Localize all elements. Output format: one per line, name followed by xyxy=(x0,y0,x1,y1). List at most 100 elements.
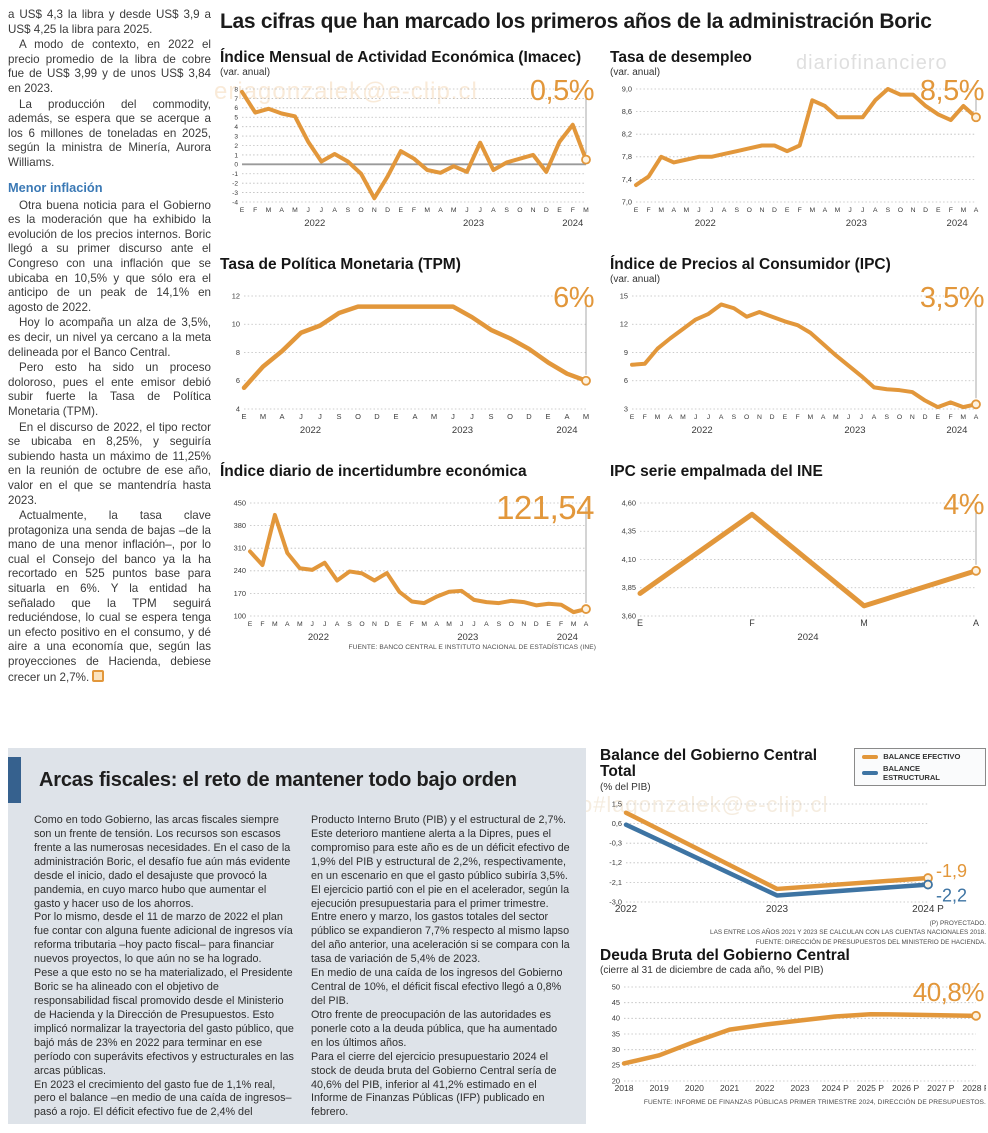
svg-text:E: E xyxy=(248,621,253,628)
svg-text:M: M xyxy=(292,207,298,214)
svg-text:A: A xyxy=(279,412,284,421)
section-accent-bar xyxy=(8,757,21,803)
svg-text:2024: 2024 xyxy=(947,218,968,228)
feature-title: Arcas fiscales: el reto de mantener todo… xyxy=(39,768,517,791)
svg-text:2022: 2022 xyxy=(695,218,716,228)
svg-text:F: F xyxy=(559,621,563,628)
chart-source: FUENTE: INFORME DE FINANZAS PÚBLICAS PRI… xyxy=(643,1099,986,1107)
svg-text:2026 P: 2026 P xyxy=(892,1083,920,1093)
svg-text:30: 30 xyxy=(612,1045,620,1054)
feature-columns: Como en todo Gobierno, las arcas fiscale… xyxy=(8,803,586,1120)
svg-text:J: J xyxy=(460,621,463,628)
chart-tpm: Tasa de Política Monetaria (TPM) 12 10 8 6 4… xyxy=(220,256,596,464)
svg-text:3: 3 xyxy=(234,134,238,141)
svg-text:2022: 2022 xyxy=(304,218,325,228)
svg-text:50: 50 xyxy=(612,983,620,992)
chart-subtitle xyxy=(610,480,986,493)
page-title: Las cifras que han marcado los primeros … xyxy=(220,10,932,33)
svg-text:2018: 2018 xyxy=(614,1083,633,1093)
charts-grid: Índice Mensual de Actividad Económica (I… xyxy=(220,49,986,671)
svg-text:A: A xyxy=(722,207,727,214)
svg-text:-4: -4 xyxy=(232,200,238,207)
feature-paragraph: Para el cierre del ejercicio presupuesta… xyxy=(311,1050,557,1119)
svg-text:J: J xyxy=(470,412,474,421)
svg-text:N: N xyxy=(910,414,915,421)
feature-column-2: Producto Interno Bruto (PIB) y el estruc… xyxy=(311,814,572,1120)
ipc-empalmada-plot: 4,60 4,35 4,10 3,85 3,60 E F M A 2024 xyxy=(610,495,986,643)
feature-header: Arcas fiscales: el reto de mantener todo… xyxy=(8,757,586,803)
svg-text:0: 0 xyxy=(234,162,238,169)
svg-text:380: 380 xyxy=(234,521,246,530)
svg-text:2024: 2024 xyxy=(556,425,577,435)
svg-text:D: D xyxy=(384,621,389,628)
svg-text:O: O xyxy=(744,414,749,421)
svg-text:E: E xyxy=(637,618,643,628)
svg-text:240: 240 xyxy=(234,566,246,575)
svg-text:2019: 2019 xyxy=(650,1083,669,1093)
footnote: LAS ENTRE LOS AÑOS 2021 Y 2023 SE CALCUL… xyxy=(710,929,986,937)
svg-text:15: 15 xyxy=(620,292,628,301)
svg-text:M: M xyxy=(451,207,457,214)
chart-subtitle: (% del PIB) xyxy=(600,781,651,793)
svg-text:2025 P: 2025 P xyxy=(857,1083,885,1093)
svg-text:J: J xyxy=(299,412,303,421)
chart-title: Índice Mensual de Actividad Económica (I… xyxy=(220,49,582,66)
svg-text:S: S xyxy=(886,207,891,214)
svg-text:12: 12 xyxy=(620,320,628,329)
svg-text:D: D xyxy=(526,412,532,421)
svg-text:A: A xyxy=(719,414,724,421)
chart-subtitle: (var. anual) xyxy=(610,67,661,79)
svg-text:-3: -3 xyxy=(232,190,238,197)
left-article-column: a US$ 4,3 la libra y desde US$ 3,9 a US$… xyxy=(8,8,211,686)
chart-source: FUENTE: BANCO CENTRAL E INSTITUTO NACION… xyxy=(348,644,596,652)
feature-paragraph: En medio de una caída de los ingresos de… xyxy=(311,967,563,1007)
svg-text:7: 7 xyxy=(234,96,238,103)
desempleo-latest-value: 8,5% xyxy=(919,75,985,108)
svg-text:2024: 2024 xyxy=(562,218,583,228)
svg-text:F: F xyxy=(260,621,264,628)
svg-text:D: D xyxy=(374,412,380,421)
svg-text:8: 8 xyxy=(236,348,240,357)
chart-title: IPC serie empalmada del INE xyxy=(610,463,823,480)
svg-text:M: M xyxy=(680,414,686,421)
svg-text:100: 100 xyxy=(234,612,246,621)
svg-text:J: J xyxy=(318,412,322,421)
svg-text:J: J xyxy=(694,414,697,421)
ipc-empalmada-svg: 4,60 4,35 4,10 3,85 3,60E F M A 2024 xyxy=(622,499,981,643)
svg-text:2023: 2023 xyxy=(457,632,478,642)
svg-text:A: A xyxy=(973,618,979,628)
svg-text:-2: -2 xyxy=(232,181,238,188)
svg-text:2023: 2023 xyxy=(463,218,484,228)
deuda-latest-value: 40,8% xyxy=(912,977,985,1008)
svg-text:A: A xyxy=(668,414,673,421)
svg-text:F: F xyxy=(798,207,802,214)
tpm-latest-value: 6% xyxy=(553,282,594,315)
svg-text:2022: 2022 xyxy=(755,1083,774,1093)
svg-text:S: S xyxy=(336,412,341,421)
article-paragraph: Otra buena noticia para el Gobierno es l… xyxy=(8,198,211,314)
svg-text:M: M xyxy=(961,207,967,214)
article-paragraph: La producción del commodity, además, se … xyxy=(8,97,211,169)
svg-text:1: 1 xyxy=(234,153,238,160)
fiscal-feature-box: Arcas fiscales: el reto de mantener todo… xyxy=(8,748,586,1124)
svg-text:9,0: 9,0 xyxy=(622,85,632,94)
svg-text:3,60: 3,60 xyxy=(622,612,636,621)
svg-text:A: A xyxy=(672,207,677,214)
svg-text:2022: 2022 xyxy=(300,425,321,435)
svg-text:E: E xyxy=(634,207,639,214)
svg-text:M: M xyxy=(960,414,966,421)
svg-text:8,2: 8,2 xyxy=(622,130,632,139)
svg-text:F: F xyxy=(410,621,414,628)
footnote: FUENTE: DIRECCIÓN DE PRESUPUESTOS DEL MI… xyxy=(755,939,986,947)
svg-text:M: M xyxy=(260,412,266,421)
svg-text:-0,3: -0,3 xyxy=(609,838,622,847)
svg-text:170: 170 xyxy=(234,589,246,598)
svg-text:7,8: 7,8 xyxy=(622,152,632,161)
svg-text:10: 10 xyxy=(232,320,240,329)
legend-label: BALANCE ESTRUCTURAL xyxy=(883,764,940,782)
svg-text:N: N xyxy=(759,207,764,214)
ipc-latest-value: 3,5% xyxy=(919,282,985,315)
svg-text:E: E xyxy=(545,412,550,421)
ipc-plot: 15 12 9 6 3 E F M A M J J A S O N D E F M A M J J A S O N D E F M A 2022 2… xyxy=(610,288,986,436)
